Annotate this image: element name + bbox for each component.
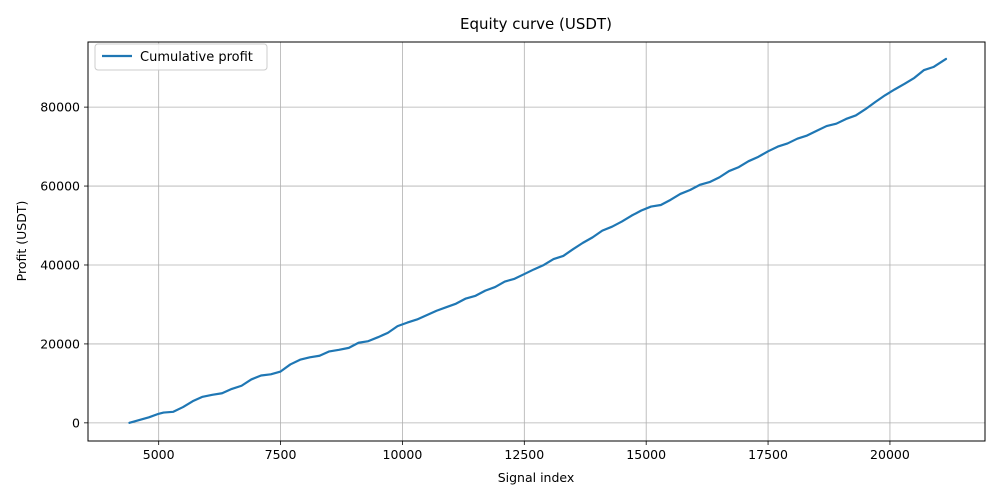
y-axis-ticks: 0 20000 40000 60000 80000 [40, 100, 88, 430]
y-tick-label: 80000 [40, 100, 80, 115]
x-tick-label: 15000 [626, 447, 666, 462]
y-tick-label: 20000 [40, 336, 80, 351]
y-tick-label: 0 [72, 415, 80, 430]
x-tick-label: 7500 [265, 447, 297, 462]
x-axis-label: Signal index [498, 470, 575, 485]
series-layer [128, 57, 948, 424]
y-tick-label: 40000 [40, 257, 80, 272]
y-tick-label: 60000 [40, 179, 80, 194]
x-tick-label: 10000 [383, 447, 423, 462]
series-line-cumulative-profit [128, 57, 948, 424]
x-tick-label: 5000 [143, 447, 175, 462]
x-tick-label: 12500 [504, 447, 544, 462]
grid [88, 42, 985, 441]
x-tick-label: 20000 [870, 447, 910, 462]
legend-box [94, 43, 268, 71]
x-axis-ticks: 5000 7500 10000 12500 15000 17500 20000 [143, 441, 910, 462]
x-tick-label: 17500 [748, 447, 788, 462]
y-axis-label: Profit (USDT) [14, 201, 29, 282]
plot-frame [87, 41, 986, 442]
chart-title: Equity curve (USDT) [460, 15, 612, 33]
legend: Cumulative profit [94, 43, 268, 71]
legend-label-cumulative-profit: Cumulative profit [140, 50, 253, 65]
